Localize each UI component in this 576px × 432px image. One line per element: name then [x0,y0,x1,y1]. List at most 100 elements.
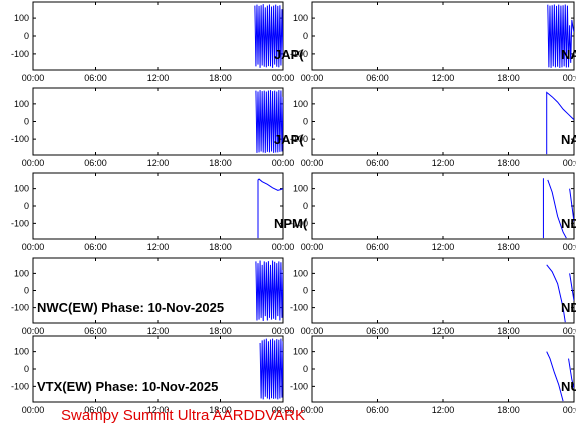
x-tick-label: 12:00 [432,73,455,83]
y-tick-label: -100 [290,381,308,391]
footer: Swampy Summit Ultra AARDDVARK [61,407,305,424]
y-tick-label: 100 [293,13,308,23]
y-tick-label: 0 [303,31,308,41]
x-tick-label: 18:00 [497,326,520,336]
phase-line [254,4,283,68]
panel-title: ND [561,300,576,315]
phase-line [546,264,574,323]
panel: -100 0 100 00:00 06:00 12:00 18:00 00:00 JAP( [11,87,304,168]
x-tick-label: 06:00 [84,326,107,336]
panel-title: NA [561,47,576,62]
panel: -100 0 100 00:00 06:00 12:00 18:00 00:00 NU [290,335,576,415]
x-tick-label: 00:00 [563,242,576,252]
y-tick-label: 100 [293,99,308,109]
x-tick-label: 18:00 [209,73,232,83]
plot-area [311,335,575,403]
x-tick-label: 06:00 [84,73,107,83]
x-tick-label: 00:00 [22,73,45,83]
plot-area [32,87,284,156]
y-tick-label: 100 [14,99,29,109]
x-tick-label: 00:00 [563,158,576,168]
x-tick-label: 12:00 [147,158,170,168]
x-tick-label: 00:00 [301,405,324,415]
y-tick-label: 0 [303,117,308,127]
x-tick-label: 12:00 [147,73,170,83]
x-tick-label: 00:00 [272,73,295,83]
x-tick-label: 18:00 [209,326,232,336]
y-tick-label: 100 [293,184,308,194]
x-tick-label: 06:00 [366,326,389,336]
x-tick-label: 00:00 [563,326,576,336]
y-tick-label: -100 [290,218,308,228]
plot-area [311,1,575,71]
panel: -100 0 100 00:00 06:00 12:00 18:00 00:00 JAP( [11,1,304,83]
x-tick-label: 06:00 [366,405,389,415]
x-tick-label: 12:00 [432,158,455,168]
panel: -100 0 100 00:00 06:00 12:00 18:00 00:00 NA [290,1,576,83]
panel-title: NA [561,132,576,147]
x-tick-label: 00:00 [301,158,324,168]
y-tick-label: 0 [303,364,308,374]
y-tick-label: 0 [24,31,29,41]
panel-title: VTX(EW) Phase: 10-Nov-2025 [37,379,218,394]
x-tick-label: 12:00 [432,242,455,252]
y-tick-label: -100 [290,49,308,59]
y-tick-label: -100 [11,218,29,228]
y-tick-label: -100 [11,381,29,391]
x-tick-label: 00:00 [22,158,45,168]
x-tick-label: 00:00 [301,326,324,336]
y-tick-label: 0 [24,117,29,127]
phase-line [547,4,574,68]
phase-line [542,178,574,239]
plot-area [311,257,575,324]
x-tick-label: 18:00 [497,405,520,415]
panel: -100 0 100 00:00 06:00 12:00 18:00 00:00 NWC(EW)… [11,257,295,336]
panel-title: JAP( [274,132,304,147]
panel: -100 0 100 00:00 06:00 12:00 18:00 00:00 NA [290,87,576,168]
panel: -100 0 100 00:00 06:00 12:00 18:00 00:00 ND [290,257,576,336]
y-tick-label: 0 [24,201,29,211]
panel-title: NU [561,379,576,394]
phase-line [257,178,283,239]
x-tick-label: 00:00 [301,242,324,252]
x-tick-label: 00:00 [22,405,45,415]
x-tick-label: 00:00 [301,73,324,83]
x-tick-label: 06:00 [84,405,107,415]
plot-area [32,1,284,71]
phase-line [546,351,574,402]
x-tick-label: 12:00 [147,242,170,252]
x-tick-label: 00:00 [563,405,576,415]
y-tick-label: 0 [303,286,308,296]
panel-title: NPM( [274,216,308,231]
phase-line [259,338,283,400]
y-tick-label: -100 [11,134,29,144]
y-tick-label: -100 [290,303,308,313]
plot-area [32,335,284,403]
plot-area [311,87,575,156]
x-tick-label: 18:00 [497,242,520,252]
panel: -100 0 100 00:00 06:00 12:00 18:00 00:00 NPM( [11,172,308,252]
x-tick-label: 00:00 [22,326,45,336]
y-tick-label: 100 [14,13,29,23]
x-tick-label: 12:00 [432,405,455,415]
x-tick-label: 18:00 [497,158,520,168]
y-tick-label: -100 [11,303,29,313]
x-tick-label: 00:00 [272,158,295,168]
x-tick-label: 00:00 [22,242,45,252]
x-tick-label: 06:00 [84,158,107,168]
x-tick-label: 00:00 [272,326,295,336]
y-tick-label: 0 [24,286,29,296]
x-tick-label: 18:00 [209,405,232,415]
x-tick-label: 00:00 [563,73,576,83]
plot-area [32,172,284,240]
x-tick-label: 12:00 [147,405,170,415]
x-tick-label: 00:00 [272,405,295,415]
y-tick-label: -100 [11,49,29,59]
plot-area [311,172,575,240]
x-tick-label: 12:00 [432,326,455,336]
x-tick-label: 00:00 [272,242,295,252]
x-tick-label: 18:00 [209,158,232,168]
y-tick-label: 100 [293,268,308,278]
y-tick-label: 100 [14,268,29,278]
